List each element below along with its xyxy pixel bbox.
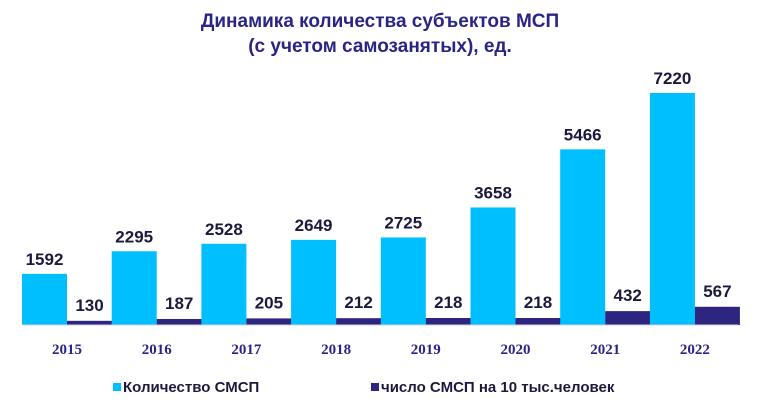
legend-label-smsp: Количество СМСП [123,379,259,396]
legend: Количество СМСП число СМСП на 10 тыс.чело… [113,379,615,396]
value-label-smsp-2018: 2649 [295,216,333,235]
chart-title-line-1: Динамика количества субъектов МСП [201,11,559,32]
value-label-smsp-2022: 7220 [653,69,691,88]
chart-title-line-2: (с учетом самозанятых), ед. [248,36,512,57]
legend-swatch-smsp [113,383,121,391]
bar-smsp-2017 [201,243,247,325]
bar-per10k-2016 [156,318,202,325]
bar-per10k-2022 [694,306,740,325]
value-label-per10k-2017: 205 [255,293,283,312]
bar-smsp-2016 [111,251,157,325]
x-tick-2015: 2015 [52,342,82,358]
x-tick-2019: 2019 [411,342,441,358]
value-label-smsp-2021: 5466 [564,125,602,144]
bar-smsp-2022 [649,93,695,325]
bar-smsp-2015 [22,273,67,325]
value-label-per10k-2022: 567 [703,282,731,301]
x-tick-2016: 2016 [142,342,173,358]
value-label-smsp-2020: 3658 [474,183,512,202]
value-label-per10k-2016: 187 [165,294,193,313]
bar-smsp-2019 [380,237,426,325]
bar-smsp-2020 [470,207,516,325]
legend-swatch-per10k [371,383,379,391]
x-axis-ticks: 2015 2016 2017 2018 2019 2020 2021 2022 [52,342,710,358]
x-tick-2017: 2017 [231,342,262,358]
bar-smsp-2021 [560,149,606,325]
value-label-per10k-2015: 130 [75,296,103,315]
bars [22,93,740,325]
value-label-smsp-2019: 2725 [384,213,422,232]
bar-per10k-2019 [425,317,471,325]
value-label-smsp-2016: 2295 [115,227,153,246]
chart-title: Динамика количества субъектов МСП (с уче… [201,11,559,57]
x-tick-2018: 2018 [321,342,351,358]
bar-per10k-2018 [336,318,382,325]
value-label-smsp-2017: 2528 [205,220,243,239]
value-label-per10k-2020: 218 [524,293,552,312]
x-tick-2020: 2020 [501,342,531,358]
value-label-smsp-2015: 1592 [26,250,64,269]
bar-smsp-2018 [291,239,337,325]
bar-per10k-2020 [515,317,561,325]
x-tick-2021: 2021 [590,342,620,358]
value-label-per10k-2019: 218 [434,293,462,312]
value-labels: 1592 130 2295 187 2528 205 2649 212 2725 218 3658 2… [26,69,732,315]
bar-per10k-2015 [67,320,112,325]
value-label-per10k-2018: 212 [344,293,372,312]
bar-per10k-2021 [605,311,651,325]
legend-label-per10k: число СМСП на 10 тыс.человек [381,379,615,396]
bar-per10k-2017 [246,318,292,325]
x-tick-2022: 2022 [680,342,710,358]
value-label-per10k-2021: 432 [614,286,642,305]
